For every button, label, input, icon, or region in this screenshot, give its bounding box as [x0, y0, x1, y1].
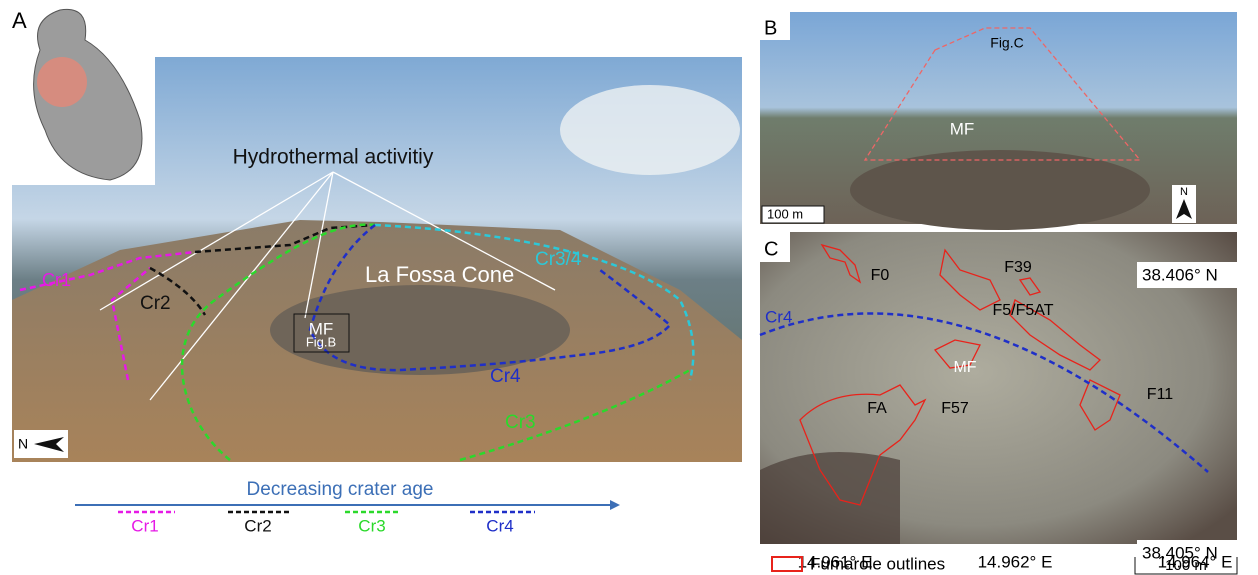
crater-label: Cr1 [42, 270, 71, 290]
panel-a: A Hydrothermal activitiy Cr3/4 Cr1 Cr2 C… [5, 0, 742, 462]
lon-label: 14.962° E [978, 552, 1053, 571]
shadow [760, 452, 900, 544]
panel-label: C [764, 238, 778, 260]
crater-label: Cr2 [140, 293, 171, 314]
panel-label: B [764, 17, 777, 39]
cone-label: La Fossa Cone [365, 262, 514, 287]
cloud [560, 85, 740, 175]
inset-highlight [37, 57, 87, 107]
fig-ref: Fig.C [990, 35, 1023, 51]
crater-label: Cr4 [765, 307, 792, 326]
north-label: N [1180, 186, 1188, 198]
crater-label: Cr4 [490, 366, 521, 387]
legend-item: Cr4 [486, 516, 513, 535]
legend-item: Cr1 [131, 516, 158, 535]
legend-label: Fumarole outlines [810, 554, 945, 573]
fig-ref: Fig.B [306, 334, 336, 349]
legend: Decreasing crater age Cr1 Cr2 Cr3 Cr4 [75, 479, 620, 535]
mf-label: MF [950, 119, 975, 138]
crater-label: Cr3/4 [535, 249, 582, 270]
north-label: N [18, 436, 28, 452]
fumarole-label: MF [953, 359, 976, 376]
fumarole-label: F57 [941, 400, 969, 417]
legend-item: Cr2 [244, 516, 271, 535]
panel-b: B Fig.C MF N 100 m [760, 12, 1237, 230]
fumarole-label: FA [867, 400, 887, 417]
fumarole-label: F0 [871, 267, 890, 284]
figure: A Hydrothermal activitiy Cr3/4 Cr1 Cr2 C… [0, 0, 1258, 575]
legend-item: Cr3 [358, 516, 385, 535]
scale-label: 100 m [1165, 557, 1207, 574]
annotation: Hydrothermal activitiy [233, 146, 434, 169]
panel-c: C F0 F39 F5/F5AT MF FA F57 F11 Cr4 38.40… [760, 232, 1237, 574]
fumarole-label: F5/F5AT [992, 302, 1053, 319]
lat-label: 38.406° N [1142, 265, 1218, 284]
fumarole-label: F39 [1004, 259, 1032, 276]
crater-label: Cr3 [505, 412, 536, 433]
legend-title: Decreasing crater age [247, 479, 434, 500]
crater [850, 150, 1150, 230]
scale-label: 100 m [767, 206, 803, 221]
fumarole-label: F11 [1147, 386, 1173, 403]
panel-label: A [12, 8, 27, 33]
